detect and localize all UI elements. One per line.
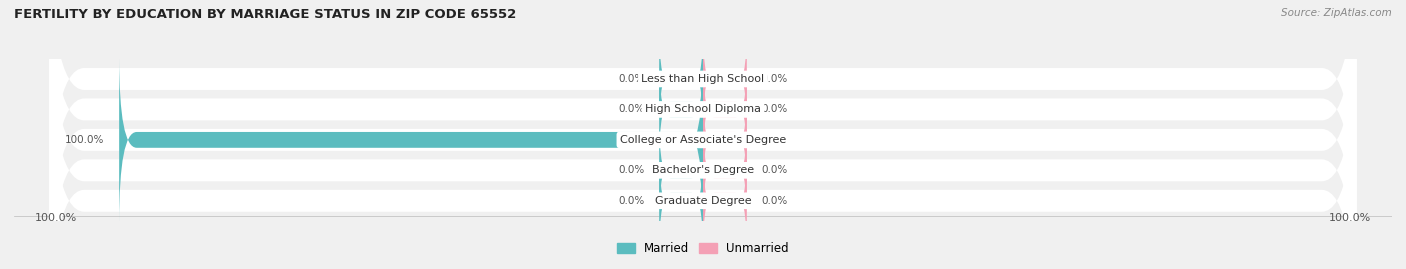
FancyBboxPatch shape <box>49 29 1357 269</box>
Text: 0.0%: 0.0% <box>762 165 787 175</box>
FancyBboxPatch shape <box>659 56 703 162</box>
Text: College or Associate's Degree: College or Associate's Degree <box>620 135 786 145</box>
Text: 0.0%: 0.0% <box>762 196 787 206</box>
FancyBboxPatch shape <box>49 0 1357 251</box>
Text: 0.0%: 0.0% <box>762 104 787 114</box>
Text: Less than High School: Less than High School <box>641 74 765 84</box>
Text: 0.0%: 0.0% <box>762 74 787 84</box>
FancyBboxPatch shape <box>49 0 1357 269</box>
Text: 0.0%: 0.0% <box>762 135 787 145</box>
FancyBboxPatch shape <box>703 87 747 193</box>
Text: Bachelor's Degree: Bachelor's Degree <box>652 165 754 175</box>
Text: Graduate Degree: Graduate Degree <box>655 196 751 206</box>
Text: 0.0%: 0.0% <box>619 165 644 175</box>
Text: 100.0%: 100.0% <box>65 135 104 145</box>
FancyBboxPatch shape <box>659 26 703 132</box>
Text: High School Diploma: High School Diploma <box>645 104 761 114</box>
Text: 0.0%: 0.0% <box>619 74 644 84</box>
Text: 100.0%: 100.0% <box>35 213 77 224</box>
FancyBboxPatch shape <box>703 148 747 254</box>
FancyBboxPatch shape <box>703 117 747 223</box>
FancyBboxPatch shape <box>49 0 1357 269</box>
Legend: Married, Unmarried: Married, Unmarried <box>613 238 793 260</box>
FancyBboxPatch shape <box>659 148 703 254</box>
Text: Source: ZipAtlas.com: Source: ZipAtlas.com <box>1281 8 1392 18</box>
Text: 0.0%: 0.0% <box>619 196 644 206</box>
Text: 100.0%: 100.0% <box>1329 213 1371 224</box>
Text: 0.0%: 0.0% <box>619 104 644 114</box>
Text: FERTILITY BY EDUCATION BY MARRIAGE STATUS IN ZIP CODE 65552: FERTILITY BY EDUCATION BY MARRIAGE STATU… <box>14 8 516 21</box>
FancyBboxPatch shape <box>120 56 703 223</box>
FancyBboxPatch shape <box>49 0 1357 269</box>
FancyBboxPatch shape <box>659 117 703 223</box>
FancyBboxPatch shape <box>703 26 747 132</box>
FancyBboxPatch shape <box>703 56 747 162</box>
